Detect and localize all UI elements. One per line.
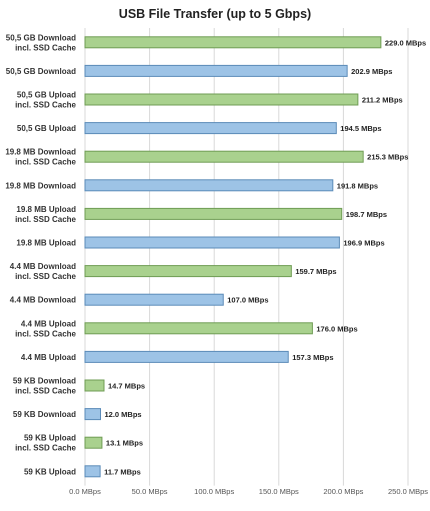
category-label: 59 KB Upload	[24, 467, 76, 476]
data-label: 229.0 MBps	[385, 38, 426, 47]
data-label: 215.3 MBps	[367, 153, 408, 162]
data-label: 11.7 MBps	[104, 467, 141, 476]
data-label: 196.9 MBps	[343, 239, 384, 248]
data-label: 12.0 MBps	[105, 410, 142, 419]
data-label: 191.8 MBps	[337, 181, 378, 190]
bar	[84, 293, 224, 306]
data-label: 159.7 MBps	[295, 267, 336, 276]
category-label: incl. SSD Cache	[15, 329, 76, 338]
x-tick-label: 200.0 MBps	[323, 487, 363, 496]
data-label: 211.2 MBps	[362, 96, 403, 105]
chart-title: USB File Transfer (up to 5 Gbps)	[119, 7, 311, 21]
bar	[84, 122, 337, 135]
category-label: 19.8 MB Download	[5, 148, 76, 157]
category-label: 19.8 MB Download	[5, 181, 76, 190]
category-label: 59 KB Download	[13, 410, 76, 419]
category-label: incl. SSD Cache	[15, 101, 76, 110]
category-label: incl. SSD Cache	[15, 444, 76, 453]
category-label: 4.4 MB Upload	[21, 353, 76, 362]
category-label: 59 KB Download	[13, 377, 76, 386]
data-label: 14.7 MBps	[108, 382, 145, 391]
data-label: 202.9 MBps	[351, 67, 392, 76]
x-axis-ticks: 0.0 MBps 50.0 MBps 100.0 MBps 150.0 MBps 200…	[69, 487, 428, 496]
bar	[84, 408, 102, 421]
category-label: incl. SSD Cache	[15, 215, 76, 224]
x-tick-label: 0.0 MBps	[69, 487, 101, 496]
category-label: 50,5 GB Download	[6, 33, 76, 42]
bar	[84, 150, 364, 163]
data-label: 198.7 MBps	[346, 210, 387, 219]
bar	[84, 350, 289, 363]
bar	[84, 265, 292, 278]
data-label: 13.1 MBps	[106, 439, 143, 448]
category-label: incl. SSD Cache	[15, 272, 76, 281]
bar	[84, 36, 382, 49]
x-tick-label: 100.0 MBps	[194, 487, 234, 496]
category-label: 4.4 MB Download	[10, 262, 76, 271]
category-label: 4.4 MB Download	[10, 296, 76, 305]
bar	[84, 179, 334, 192]
data-label: 107.0 MBps	[227, 296, 268, 305]
x-tick-label: 250.0 MBps	[388, 487, 428, 496]
category-label: 50,5 GB Download	[6, 67, 76, 76]
category-label: 50,5 GB Upload	[17, 124, 76, 133]
category-label: 19.8 MB Upload	[16, 239, 76, 248]
category-label: 59 KB Upload	[24, 434, 76, 443]
x-tick-label: 50.0 MBps	[132, 487, 168, 496]
data-label: 194.5 MBps	[340, 124, 381, 133]
data-label: 157.3 MBps	[292, 353, 333, 362]
bar	[84, 436, 103, 449]
bar	[84, 93, 359, 106]
bar	[84, 379, 105, 392]
data-label: 176.0 MBps	[316, 324, 357, 333]
bar	[84, 64, 348, 77]
bars-layer: 229.0 MBps 202.9 MBps 211.2 MBps 194.5 MBps…	[84, 36, 426, 478]
category-label: incl. SSD Cache	[15, 387, 76, 396]
bar	[84, 322, 313, 335]
category-label: 4.4 MB Upload	[21, 319, 76, 328]
bar	[84, 236, 340, 249]
x-tick-label: 150.0 MBps	[259, 487, 299, 496]
category-label: 19.8 MB Upload	[16, 205, 76, 214]
category-label: 50,5 GB Upload	[17, 91, 76, 100]
bar	[84, 465, 101, 478]
category-label: incl. SSD Cache	[15, 158, 76, 167]
category-label: incl. SSD Cache	[15, 43, 76, 52]
bar	[84, 207, 343, 220]
